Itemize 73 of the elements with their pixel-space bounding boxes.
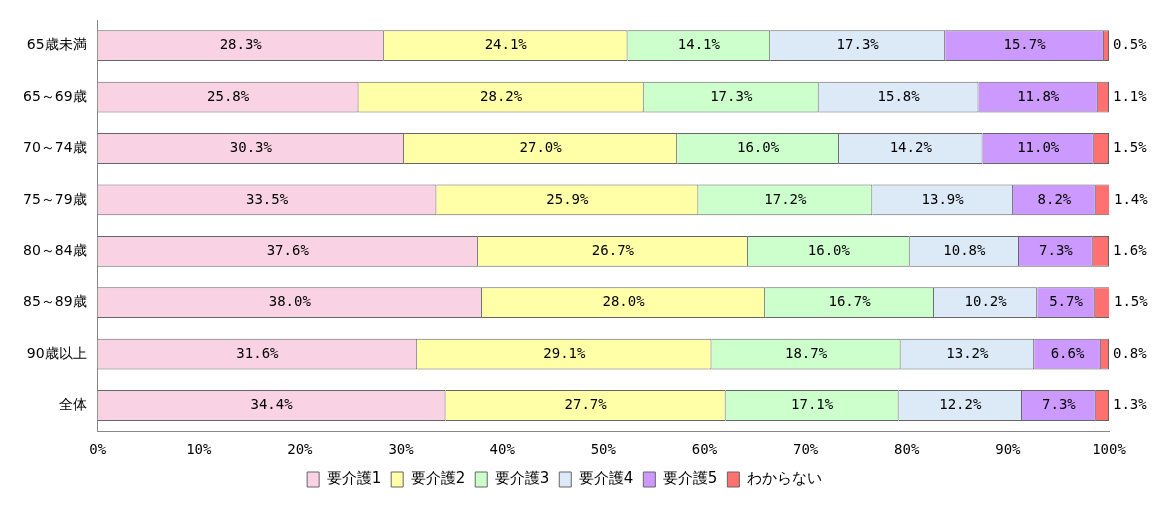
legend-label: 要介護5 xyxy=(662,469,718,488)
x-tick-label: 90% xyxy=(995,441,1022,458)
data-label: 15.8% xyxy=(877,87,921,104)
x-tick-label: 50% xyxy=(590,441,617,458)
data-label: 25.8% xyxy=(207,87,250,104)
x-tick-label: 60% xyxy=(691,441,718,458)
data-label: 11.8% xyxy=(1017,87,1060,104)
x-tick-label: 70% xyxy=(792,441,819,458)
data-label: 6.6% xyxy=(1050,344,1085,361)
data-label: 37.6% xyxy=(266,241,310,258)
data-label: 1.1% xyxy=(1113,87,1148,104)
x-tick-label: 80% xyxy=(894,441,920,458)
data-label: 17.2% xyxy=(764,190,807,207)
data-label: 14.2% xyxy=(889,139,933,156)
x-tick-label: 100% xyxy=(1092,441,1127,458)
data-label: 28.3% xyxy=(219,36,263,53)
data-label: 38.0% xyxy=(268,293,312,310)
x-tick-label: 0% xyxy=(89,441,107,458)
y-tick-label: 70～74歳 xyxy=(22,139,87,156)
data-label: 27.0% xyxy=(519,139,563,156)
data-label: 10.2% xyxy=(964,293,1008,310)
data-label: 28.0% xyxy=(602,293,646,310)
data-label: 28.2% xyxy=(480,87,523,104)
data-label: 7.3% xyxy=(1042,396,1077,413)
data-label: 0.8% xyxy=(1113,344,1148,361)
data-label: 11.0% xyxy=(1017,139,1060,156)
x-tick-label: 10% xyxy=(186,441,212,458)
y-tick-label: 全体 xyxy=(58,396,87,413)
y-tick-label: 90歳以上 xyxy=(26,344,87,361)
legend-label: わからない xyxy=(746,469,822,488)
legend-label: 要介護2 xyxy=(410,469,466,488)
data-label: 26.7% xyxy=(591,241,635,258)
data-label: 29.1% xyxy=(543,344,587,361)
data-label: 15.7% xyxy=(1003,36,1047,53)
data-label: 17.3% xyxy=(836,36,880,53)
data-label: 16.0% xyxy=(807,241,851,258)
data-label: 0.5% xyxy=(1113,36,1148,53)
data-label: 13.2% xyxy=(946,344,990,361)
x-tick-label: 40% xyxy=(489,441,516,458)
data-label: 1.5% xyxy=(1114,293,1149,310)
data-label: 1.4% xyxy=(1114,190,1149,207)
y-tick-label: 75～79歳 xyxy=(22,190,87,207)
data-label: 14.1% xyxy=(677,36,721,53)
y-tick-label: 80～84歳 xyxy=(22,241,87,258)
x-tick-label: 30% xyxy=(388,441,415,458)
data-label: 30.3% xyxy=(229,139,273,156)
legend-label: 要介護1 xyxy=(326,469,382,488)
data-label: 31.6% xyxy=(236,344,280,361)
data-label: 34.4% xyxy=(250,396,294,413)
data-label: 1.6% xyxy=(1113,241,1148,258)
data-label: 10.8% xyxy=(943,241,987,258)
data-label: 13.9% xyxy=(921,190,965,207)
data-label: 18.7% xyxy=(785,344,828,361)
data-label: 7.3% xyxy=(1039,241,1074,258)
data-label: 5.7% xyxy=(1049,293,1084,310)
data-label: 27.7% xyxy=(564,396,608,413)
data-label: 12.2% xyxy=(939,396,982,413)
data-label: 1.5% xyxy=(1113,139,1148,156)
x-tick-label: 20% xyxy=(287,441,314,458)
data-label: 25.9% xyxy=(546,190,590,207)
data-label: 33.5% xyxy=(245,190,289,207)
data-label: 1.3% xyxy=(1113,396,1148,413)
y-tick-label: 85～89歳 xyxy=(22,293,87,310)
data-label: 8.2% xyxy=(1037,190,1072,207)
data-label: 16.0% xyxy=(736,139,780,156)
data-label: 16.7% xyxy=(828,293,872,310)
data-label: 17.1% xyxy=(791,396,834,413)
y-tick-label: 65～69歳 xyxy=(22,87,87,104)
data-label: 24.1% xyxy=(484,36,528,53)
data-label: 17.3% xyxy=(710,87,753,104)
y-tick-label: 65歳未満 xyxy=(26,36,87,53)
legend-label: 要介護4 xyxy=(578,469,634,488)
legend-label: 要介護3 xyxy=(494,469,550,488)
